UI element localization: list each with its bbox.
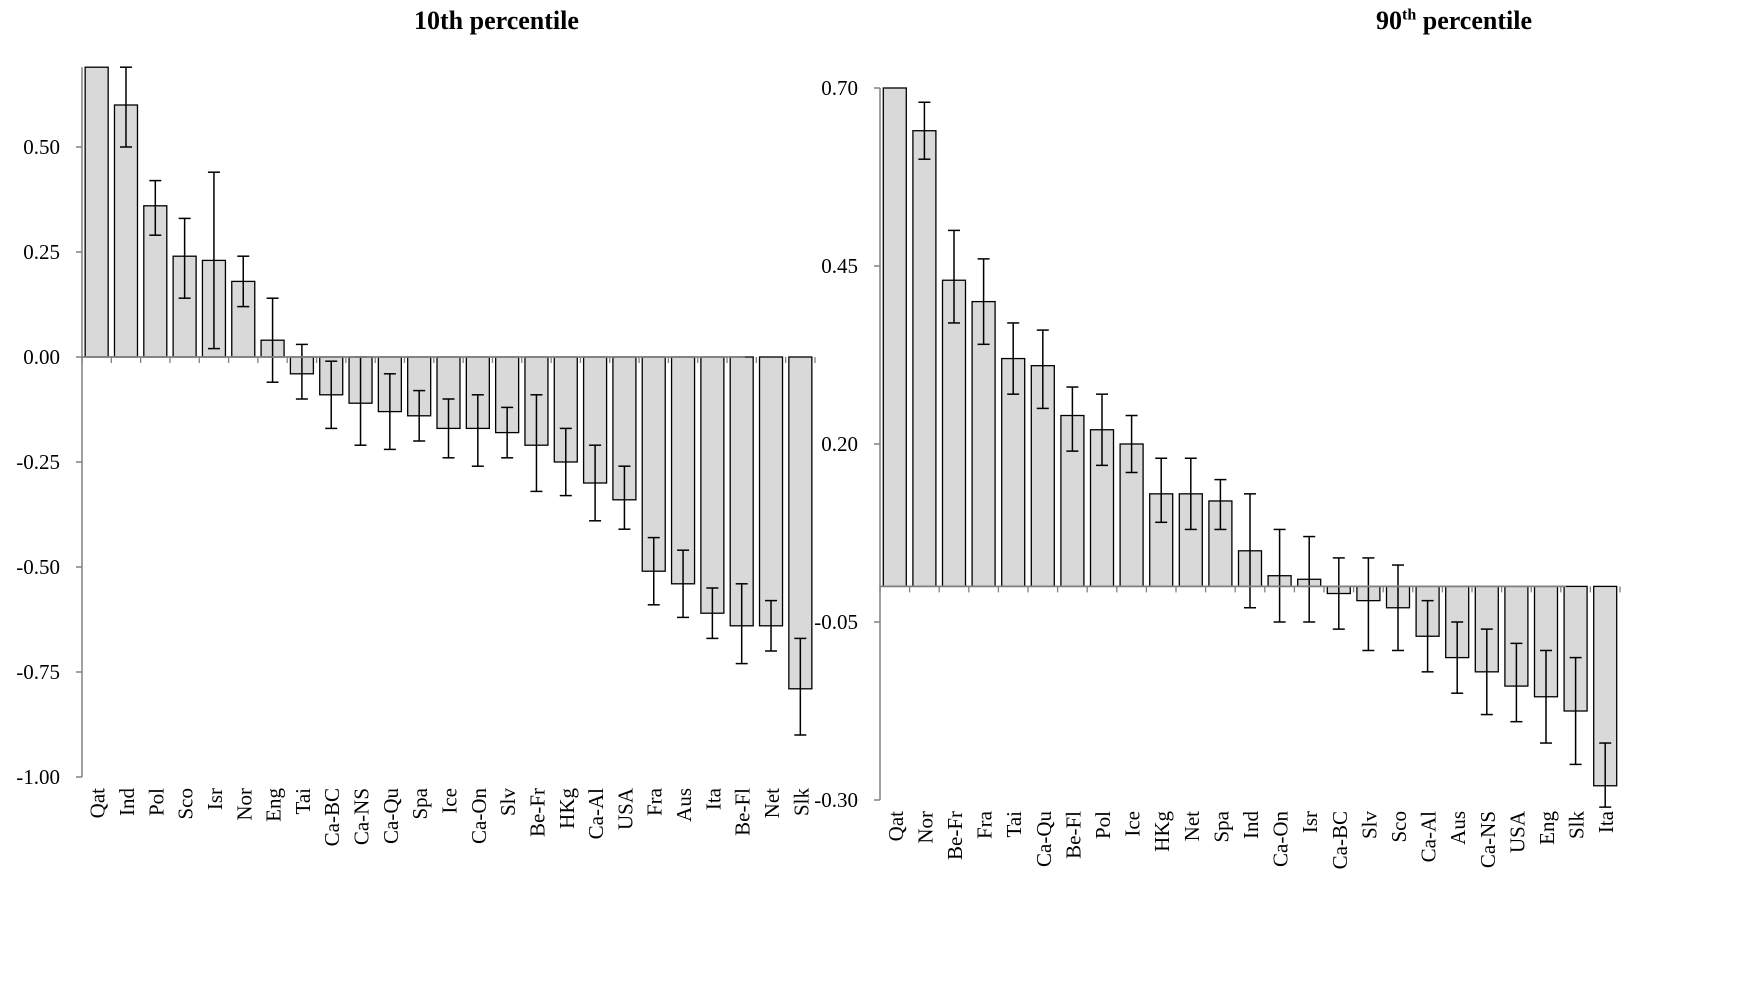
y-tick-label: 0.00 — [23, 345, 60, 369]
category-label-qat: Qat — [884, 811, 908, 841]
category-label-ca-qu: Ca-Qu — [379, 788, 403, 844]
category-label-spa: Spa — [408, 787, 432, 819]
category-label-sco: Sco — [174, 788, 198, 820]
category-label-ca-on: Ca-On — [467, 788, 491, 844]
category-label-ca-al: Ca-Al — [1417, 811, 1441, 862]
category-label-aus: Aus — [1446, 811, 1470, 845]
category-label-ca-bc: Ca-BC — [1328, 811, 1352, 869]
y-tick-label: 0.50 — [23, 135, 60, 159]
category-label-ice: Ice — [438, 788, 462, 814]
category-label-slv: Slv — [496, 788, 520, 817]
chart-title-90th-percentile: 90th percentile — [1376, 6, 1532, 35]
category-label-tai: Tai — [291, 788, 315, 815]
y-tick-label: -1.00 — [16, 765, 60, 789]
y-tick-label: 0.20 — [821, 432, 858, 456]
category-label-ca-on: Ca-On — [1269, 811, 1293, 867]
category-label-be-fr: Be-Fr — [525, 788, 549, 837]
bar-be-fr — [941, 279, 967, 588]
category-label-ca-al: Ca-Al — [584, 788, 608, 839]
category-label-slk: Slk — [1565, 811, 1589, 840]
y-tick-label: -0.75 — [16, 660, 60, 684]
category-label-nor: Nor — [913, 811, 937, 844]
category-label-hkg: HKg — [555, 788, 579, 829]
category-label-ca-ns: Ca-NS — [1476, 811, 1500, 868]
category-label-slk: Slk — [789, 788, 813, 817]
category-label-net: Net — [1180, 811, 1204, 841]
y-tick-label: -0.25 — [16, 450, 60, 474]
category-label-ind: Ind — [1239, 811, 1263, 839]
y-tick-label: -0.50 — [16, 555, 60, 579]
category-label-eng: Eng — [262, 788, 286, 822]
category-label-pol: Pol — [144, 788, 168, 816]
category-label-ca-ns: Ca-NS — [350, 788, 374, 845]
category-label-ice: Ice — [1121, 811, 1145, 837]
y-tick-label: 0.45 — [821, 254, 858, 278]
category-label-spa: Spa — [1209, 810, 1233, 842]
bar-qat — [882, 87, 907, 588]
chart-panel-10th: 0.50 0.25 0.00 -0.25 -0.50 -0.75 -1.00 Qat Ind Po… — [16, 66, 816, 846]
category-label-ca-qu: Ca-Qu — [1032, 811, 1056, 867]
category-label-usa: USA — [613, 787, 637, 830]
category-label-eng: Eng — [1535, 811, 1559, 845]
category-label-slv: Slv — [1357, 811, 1381, 840]
category-label-pol: Pol — [1091, 811, 1115, 839]
category-label-fra: Fra — [973, 810, 997, 839]
category-label-hkg: HKg — [1150, 811, 1174, 852]
y-tick-label: 0.70 — [821, 76, 858, 100]
chart-title-10th-percentile: 10th percentile — [414, 6, 579, 35]
bar-nor — [912, 130, 937, 588]
category-label-ita: Ita — [701, 787, 725, 810]
category-label-isr: Isr — [1298, 811, 1322, 833]
category-label-isr: Isr — [203, 788, 227, 810]
bar-ita — [700, 356, 725, 614]
y-tick-label: -0.05 — [814, 610, 858, 634]
bar-net — [758, 356, 784, 627]
category-label-ind: Ind — [115, 788, 139, 816]
y-tick-label: -0.30 — [814, 788, 858, 812]
category-label-net: Net — [760, 788, 784, 818]
category-label-aus: Aus — [672, 788, 696, 822]
category-label-be-fl: Be-Fl — [1061, 811, 1085, 859]
category-label-usa: USA — [1505, 810, 1529, 853]
category-label-ita: Ita — [1594, 810, 1618, 833]
category-label-tai: Tai — [1002, 811, 1026, 838]
category-label-ca-bc: Ca-BC — [320, 788, 344, 846]
bar-qat — [84, 66, 109, 358]
category-label-be-fr: Be-Fr — [943, 811, 967, 860]
category-label-qat: Qat — [86, 788, 110, 818]
category-label-fra: Fra — [643, 787, 667, 816]
category-label-sco: Sco — [1387, 811, 1411, 843]
category-label-nor: Nor — [232, 788, 256, 821]
category-label-be-fl: Be-Fl — [731, 788, 755, 836]
y-tick-label: 0.25 — [23, 240, 60, 264]
